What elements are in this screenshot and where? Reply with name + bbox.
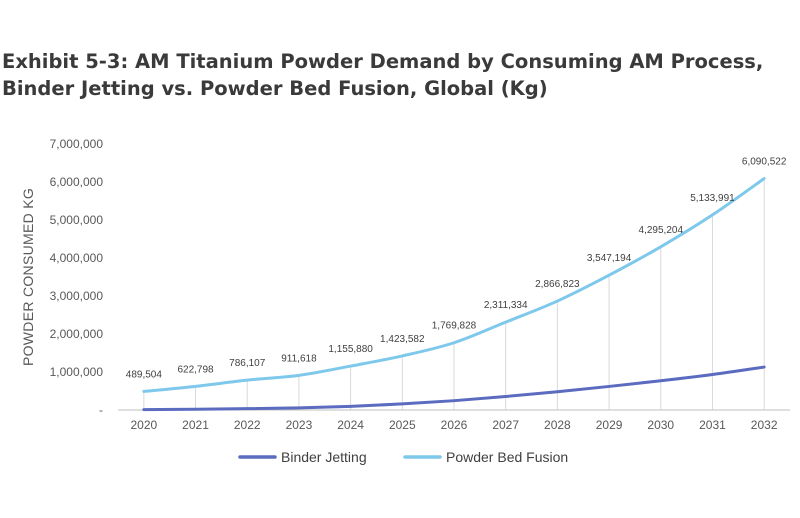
data-label: 2,311,334 [484, 300, 528, 311]
y-tick-label: 7,000,000 [50, 137, 104, 151]
x-tick-label: 2032 [751, 418, 778, 432]
data-label: 489,504 [126, 369, 163, 380]
y-axis: - 1,000,000 2,000,000 3,000,000 4,000,000 5,0… [50, 137, 104, 417]
legend-label: Binder Jetting [281, 449, 367, 465]
y-tick-label: 1,000,000 [50, 365, 104, 379]
y-tick-label: 2,000,000 [50, 327, 104, 341]
series-line-powder-bed-fusion [142, 177, 766, 393]
y-axis-label: POWDER CONSUMED KG [20, 188, 36, 366]
x-tick-label: 2025 [389, 418, 416, 432]
x-axis: 2020 2021 2022 2023 2024 2025 2026 2027 2028 2029… [118, 409, 790, 432]
data-labels: 489,504 622,798 786,107 911,618 1,155,880 1,4… [126, 157, 787, 381]
x-tick-label: 2031 [699, 418, 726, 432]
data-label: 1,423,582 [380, 334, 425, 345]
data-label: 2,866,823 [535, 279, 580, 290]
data-label: 3,547,194 [587, 253, 632, 264]
y-tick-label: 4,000,000 [50, 251, 104, 265]
x-tick-label: 2027 [492, 418, 519, 432]
legend-label: Powder Bed Fusion [446, 449, 568, 465]
x-tick-label: 2028 [544, 418, 571, 432]
data-label: 4,295,204 [639, 225, 684, 236]
data-label: 6,090,522 [742, 157, 787, 168]
data-label: 1,769,828 [432, 321, 477, 332]
chart-title: Exhibit 5-3: AM Titanium Powder Demand b… [2, 48, 792, 102]
x-tick-label: 2026 [441, 418, 468, 432]
x-tick-label: 2023 [286, 418, 313, 432]
drop-lines [143, 178, 765, 410]
x-tick-label: 2020 [130, 418, 157, 432]
chart-title-line-1: Exhibit 5-3: AM Titanium Powder Demand b… [2, 50, 764, 73]
data-label: 786,107 [229, 358, 266, 369]
x-tick-label: 2029 [596, 418, 623, 432]
data-label: 1,155,880 [328, 344, 373, 355]
data-label: 911,618 [281, 353, 317, 364]
series-lines [142, 177, 766, 412]
y-tick-label: 6,000,000 [50, 175, 104, 189]
series-line-binder-jetting [142, 365, 766, 412]
x-tick-label: 2030 [647, 418, 674, 432]
x-tick-label: 2022 [234, 418, 261, 432]
y-tick-label: - [99, 403, 103, 417]
data-label: 622,798 [177, 364, 214, 375]
legend: Binder Jetting Powder Bed Fusion [238, 449, 568, 465]
data-label: 5,133,991 [690, 193, 735, 204]
y-tick-label: 5,000,000 [50, 213, 104, 227]
chart-title-line-2: Binder Jetting vs. Powder Bed Fusion, Gl… [2, 77, 548, 100]
x-tick-label: 2024 [337, 418, 364, 432]
y-tick-label: 3,000,000 [50, 289, 104, 303]
x-tick-label: 2021 [182, 418, 209, 432]
